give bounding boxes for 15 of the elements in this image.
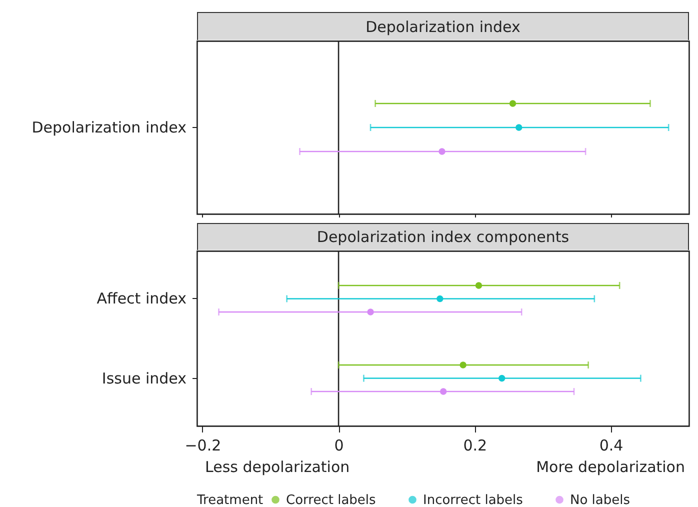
legend-label: No labels [570,492,630,507]
y-tick-label: Affect index [96,290,187,308]
text: More depolarization [536,458,685,476]
x-tick-label: 0.2 [463,436,488,454]
text: Less depolarization [205,458,350,476]
x-tick-label: 0.4 [599,436,624,454]
chart-title: Depolarization index [197,12,689,41]
legend-label: Incorrect labels [423,492,524,507]
x-tick-label: −0.2 [184,436,222,454]
chart-title: Depolarization index components [197,223,689,251]
legend-label: Correct labels [286,492,376,507]
y-tick-label: Issue index [102,369,187,388]
y-tick-label: Depolarization index [32,118,187,136]
x-tick-label: 0 [334,436,344,454]
legend-title: Treatment [196,493,264,507]
